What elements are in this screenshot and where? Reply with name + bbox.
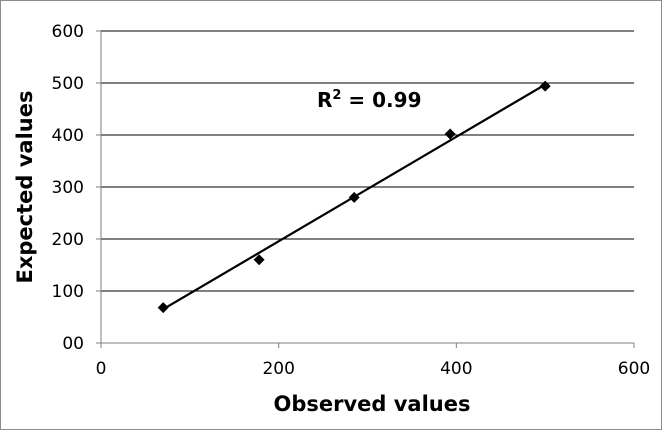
y-tick-label-100: 100 [52,282,84,302]
data-point-5 [539,80,551,92]
r-squared-annotation: R2 = 0.99 [317,88,421,112]
y-tick-label-600: 600 [52,22,84,42]
gridlines [101,30,634,292]
y-axis-title: Expected values [13,91,37,284]
y-tick-label-500: 500 [52,74,84,94]
data-point-3 [348,191,360,203]
r-squared-superscript: 2 [332,88,341,103]
y-tick-label-400: 400 [52,126,84,146]
x-axis-title: Observed values [273,392,470,416]
data-point-4 [444,128,456,140]
axes [96,30,635,348]
x-tick-label-600: 600 [618,359,650,379]
x-tick-label-200: 200 [262,359,294,379]
r-squared-value: = 0.99 [341,88,421,112]
r-squared-base: R [317,88,332,112]
data-point-1 [157,302,169,314]
x-tick-labels: 0 200 400 600 [96,359,651,379]
data-points [157,80,551,314]
y-tick-label-200: 200 [52,230,84,250]
x-tick-label-0: 0 [96,359,107,379]
x-tick-label-400: 400 [440,359,472,379]
y-tick-label-0: 00 [62,334,84,354]
y-tick-labels: 00 100 200 300 400 500 600 [52,22,84,354]
y-tick-label-300: 300 [52,178,84,198]
